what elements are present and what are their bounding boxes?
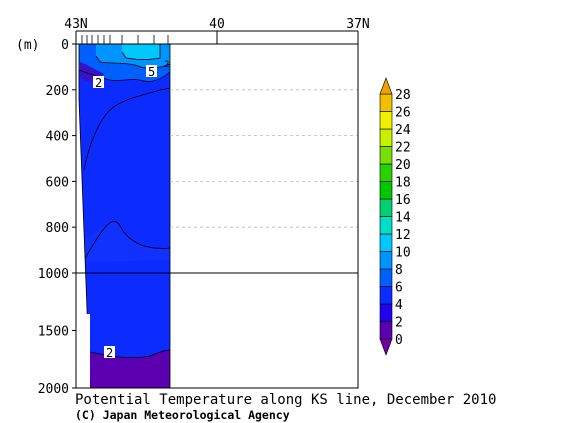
y-tick-label: 400 — [46, 130, 69, 145]
colorbar-label: 4 — [395, 298, 403, 313]
colorbar-segment — [379, 303, 393, 322]
contour-label: 2 — [93, 76, 104, 90]
colorbar-segment — [379, 286, 393, 305]
colorbar-segment — [379, 233, 393, 252]
field-3-band — [83, 221, 170, 262]
colorbar-segment — [379, 216, 393, 235]
station-ticks — [81, 35, 169, 44]
contour-line — [95, 55, 171, 69]
contour-label-text: 5 — [148, 65, 155, 79]
colorbar-label: 14 — [395, 211, 411, 226]
contour-label: 2 — [104, 346, 115, 360]
colorbar-segment — [379, 146, 393, 165]
data-field: 5 2 2 2 — [75, 35, 171, 389]
contour-line — [78, 69, 171, 82]
y-tick-label: 800 — [46, 221, 69, 236]
colorbar-label: 10 — [395, 246, 411, 261]
y-tick-label: 1000 — [38, 267, 69, 282]
credit-text: (C) Japan Meteorological Agency — [75, 408, 290, 422]
colorbar-segment — [379, 111, 393, 130]
colorbar-segment — [379, 163, 393, 182]
x-tick-label: 40 — [209, 17, 225, 32]
colorbar-label: 0 — [395, 333, 403, 348]
contour-label: 5 — [146, 65, 157, 79]
y-axis: 0 200 400 600 800 1000 1500 2000 — [38, 38, 76, 397]
colorbar-label: 28 — [395, 88, 411, 103]
colorbar-label: 26 — [395, 106, 411, 121]
field-0-2 — [90, 350, 170, 388]
contour-label-text: 2 — [106, 346, 113, 360]
colorbar-segment — [379, 321, 393, 340]
colorbar-label: 22 — [395, 141, 411, 156]
colorbar-segment — [379, 181, 393, 200]
contour-line — [83, 87, 171, 171]
field-2-4 — [79, 44, 170, 364]
x-tick-label: 43N — [64, 17, 87, 32]
colorbar-label: 20 — [395, 158, 411, 173]
colorbar-label: 24 — [395, 123, 411, 138]
contour-label: 2 — [164, 60, 169, 70]
field-10-12 — [122, 44, 160, 60]
contour-label-text: 2 — [95, 76, 102, 90]
y-tick-label: 600 — [46, 175, 69, 190]
y-tick-label: 1500 — [38, 325, 69, 340]
x-tick-label: 37N — [346, 17, 369, 32]
y-tick-label: 2000 — [38, 382, 69, 397]
x-axis: 43N 40 37N — [64, 17, 370, 44]
colorbar-segment — [379, 198, 393, 217]
colorbar-under-arrow — [379, 338, 393, 356]
chart-title: Potential Temperature along KS line, Dec… — [75, 392, 496, 408]
contour-line — [121, 44, 161, 60]
colorbar-label: 16 — [395, 193, 411, 208]
colorbar-segment — [379, 128, 393, 147]
gridlines — [170, 89, 358, 228]
y-axis-unit-label: (m) — [16, 38, 39, 53]
colorbar-over-arrow — [379, 77, 393, 95]
y-tick-label: 0 — [61, 38, 69, 53]
missing-data-patch — [81, 314, 90, 388]
colorbar-label: 18 — [395, 176, 411, 191]
contour-label-text: 2 — [164, 60, 169, 70]
plot-area: 5 2 2 2 — [75, 35, 359, 389]
colorbar-segment — [379, 268, 393, 287]
colorbar-label: 6 — [395, 281, 403, 296]
colorbar-segment — [379, 93, 393, 112]
y-tick-label: 200 — [46, 84, 69, 99]
contour-line — [82, 221, 171, 263]
colorbar-segment — [379, 251, 393, 270]
colorbar-label: 8 — [395, 263, 403, 278]
colorbar-label: 2 — [395, 316, 403, 331]
colorbar-label: 12 — [395, 228, 411, 243]
